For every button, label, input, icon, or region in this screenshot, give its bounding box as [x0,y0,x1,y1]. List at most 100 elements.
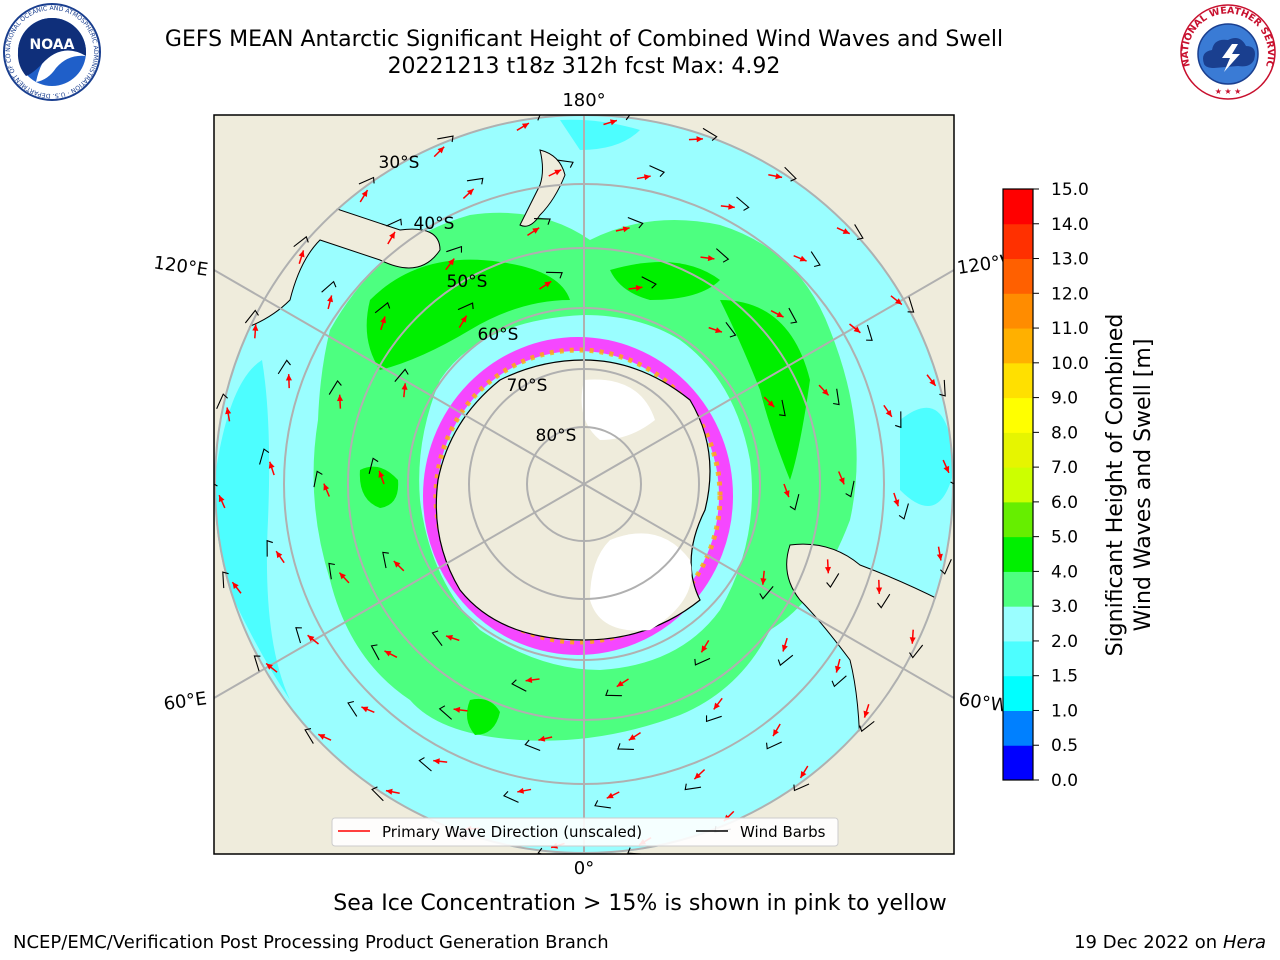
wind-barb [328,562,335,580]
wave-arrow-head [909,637,916,644]
wave-arrow-head [800,770,807,778]
wave-arrow-head [838,477,845,485]
bright-green-patch-east [720,300,810,480]
colorbar-swatch [1003,362,1033,399]
host-name: Hera [1222,932,1266,953]
wind-barb [368,457,379,474]
colorbar-tick-label: 2.0 [1051,632,1078,652]
wave-arrow-head [327,295,334,303]
wave-arrow-head [268,461,275,469]
wind-barb [793,783,810,792]
wind-barb [617,743,634,750]
wind-barb [374,301,391,314]
bright-green-patch-north [366,259,570,370]
lon-label-120e: 120°E [152,252,209,280]
wave-arrow-head [361,190,368,198]
wave-arrow-head [323,483,330,491]
colorbar-swatch [1003,710,1033,746]
colorbar-swatch [1003,432,1033,468]
wind-barb [715,248,730,263]
wind-barb [557,159,574,168]
wave-arrow-head [781,644,788,652]
wave-arrow-head [853,326,861,333]
lat-label-80s: 80°S [536,426,577,446]
swell-ring [313,212,857,741]
wind-barb [216,393,228,409]
colorbar-swatch [1003,536,1033,572]
wind-barb [788,307,798,324]
wave-arrow-head [775,173,783,180]
branch-credit: NCEP/EMC/Verification Post Processing Pr… [13,932,609,953]
colorbar-swatch [1003,293,1033,329]
wave-arrow-head [339,572,346,580]
wind-barb [810,251,821,268]
wind-barb [779,399,786,417]
noaa-logo: NATIONAL OCEANIC AND ATMOSPHERIC ADMINIS… [2,2,101,101]
wind-barb [446,245,463,253]
sea-ice-ring [423,337,733,655]
wind-barb [641,276,657,289]
bright-green-patch-south [466,698,500,735]
wave-arrow-head [943,465,950,473]
wind-barb [694,657,711,666]
wave-arrow-head [544,281,552,288]
wave-arrow-head [707,255,715,262]
wind-barb [605,689,622,697]
wave-arrow-head [773,729,779,737]
colorbar-swatch [1003,189,1033,225]
lat-label-30s: 30°S [379,153,420,173]
wind-barb [907,296,915,313]
new-zealand-land [519,149,566,227]
colorbar-swatch [1003,571,1033,607]
wave-arrow-head [298,250,305,258]
wind-barb [437,135,454,143]
colorbar-tick-label: 13.0 [1051,250,1089,270]
cyan-band-east [900,407,954,506]
wave-arrow-head [401,383,408,390]
wave-arrow-head [460,315,467,323]
wave-arrow-head [715,327,722,333]
wave-arrow-head [232,582,239,590]
lon-label-180: 180° [562,90,605,111]
wave-arrow-head [517,787,525,794]
wind-barb [304,728,314,744]
wind-barb [418,757,432,772]
wave-arrow-head [767,400,775,407]
colorbar-tick-label: 1.5 [1051,667,1078,687]
wave-arrow-head [318,734,326,740]
wave-arrow-head [728,203,735,210]
colorbar-label-line2: Wind Waves and Swell [m] [1131,339,1156,632]
wind-barb [438,705,453,720]
svg-text:NOAA: NOAA [30,37,75,53]
cyan-band-north [560,119,640,150]
wave-arrow-head [606,792,614,799]
wave-arrow-head [635,285,643,292]
wind-barb [845,480,855,498]
wind-barb [371,786,384,802]
wind-barb [898,503,909,520]
colorbar-swatch [1003,467,1033,503]
colorbar-tick-label: 14.0 [1051,215,1089,235]
wave-arrow-head [929,378,936,386]
wind-barb [939,379,946,397]
colorbar-tick-label: 3.0 [1051,597,1078,617]
wind-barb [833,388,840,406]
wind-barb [313,470,323,488]
wind-barb [293,235,309,248]
wave-arrow-head [538,735,546,742]
wind-barb [705,715,722,723]
wind-barb [909,644,924,659]
colorbar-tick-label: 1.0 [1051,701,1078,721]
lat-label-60s: 60°S [478,325,519,345]
wave-arrow-head [448,258,455,266]
wave-arrow-head [824,566,832,574]
colorbar-swatch [1003,675,1033,711]
wave-arrow-head [713,702,720,710]
wind-barb [253,655,261,672]
wind-barb [534,115,541,121]
wave-arrow-head [285,374,292,381]
wave-arrow-head [385,788,393,795]
wave-arrow-head [336,394,344,402]
colorbar-tick-label: 10.0 [1051,354,1089,374]
